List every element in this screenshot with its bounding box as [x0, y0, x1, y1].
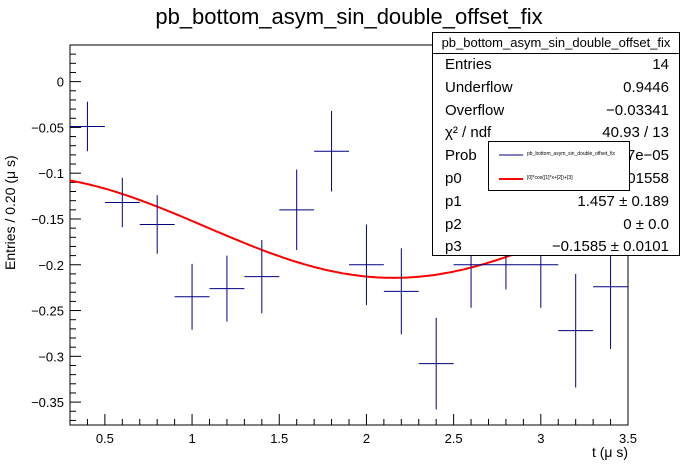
stats-box-title: pb_bottom_asym_sin_double_offset_fix [433, 33, 679, 54]
legend-label: [0]*cos([1]*x+[2])+[3] [527, 175, 573, 181]
legend-label: pb_bottom_asym_sin_double_offset_fix [527, 151, 616, 157]
data-point [209, 255, 245, 322]
data-point [279, 169, 315, 251]
stats-row-p3: p3 −0.1585 ± 0.0101 [433, 236, 679, 259]
y-tick-label: 0 [57, 75, 64, 90]
stats-key: Entries [445, 56, 492, 73]
legend: pb_bottom_asym_sin_double_offset_fix [0]… [488, 141, 630, 191]
x-tick-label: 2 [363, 431, 370, 446]
stats-key: Prob [445, 147, 477, 165]
stats-key: p2 [445, 215, 462, 233]
stats-row-p1: p1 1.457 ± 0.189 [433, 191, 679, 214]
data-point [349, 224, 384, 306]
legend-entry-fit: [0]*cos([1]*x+[2])+[3] [489, 166, 629, 190]
legend-swatch-fit [499, 178, 523, 180]
data-point [174, 263, 210, 330]
data-point [70, 101, 105, 152]
legend-swatch-data [499, 154, 523, 156]
stats-row-p0: p0 01558 [433, 168, 679, 191]
stats-key: Underflow [445, 78, 513, 96]
stats-value: 7e−05 [625, 147, 669, 165]
x-tick-label: 1.5 [270, 431, 288, 446]
x-tick-label: 0.5 [96, 431, 114, 446]
stats-row-prob: Prob 7e−05 [433, 145, 679, 168]
stats-row-underflow: Underflow 0.9446 [433, 77, 679, 100]
stats-value: 40.93 / 13 [602, 124, 669, 142]
stats-key: p3 [445, 238, 462, 256]
stats-value: −0.1585 ± 0.0101 [551, 238, 669, 256]
stats-box: pb_bottom_asym_sin_double_offset_fix Ent… [432, 32, 680, 256]
stats-value: 0 ± 0.0 [623, 215, 669, 233]
data-point [104, 177, 140, 228]
data-point [139, 195, 175, 254]
data-point [383, 248, 419, 335]
y-tick-label: −0.05 [31, 120, 64, 135]
x-tick-label: 2.5 [445, 431, 463, 446]
stats-value: 0.9446 [623, 78, 669, 96]
stats-value: 01558 [627, 169, 669, 187]
y-tick-label: −0.2 [38, 258, 64, 273]
x-tick-label: 3.5 [619, 431, 637, 446]
y-tick-label: −0.25 [31, 304, 64, 319]
stats-value: 1.457 ± 0.189 [577, 192, 669, 210]
stats-key: p0 [445, 169, 462, 187]
y-tick-label: −0.1 [38, 166, 64, 181]
stats-row-overflow: Overflow −0.03341 [433, 100, 679, 123]
stats-row-chi2: χ² / ndf 40.93 / 13 [433, 122, 679, 145]
y-tick-label: −0.15 [31, 212, 64, 227]
x-axis-label: t (μ s) [591, 444, 628, 460]
x-tick-label: 1 [188, 431, 195, 446]
data-point [418, 317, 454, 410]
data-point [558, 273, 594, 388]
stats-key: p1 [445, 192, 462, 210]
stats-value: 14 [652, 56, 669, 73]
stats-key: Overflow [445, 101, 505, 119]
data-point [314, 110, 349, 192]
y-axis-label: Entries / 0.20 (μ s) [2, 155, 18, 270]
y-tick-label: −0.3 [38, 349, 64, 364]
stats-row-entries: Entries 14 [433, 54, 679, 77]
stats-row-p2: p2 0 ± 0.0 [433, 214, 679, 237]
chart-title: pb_bottom_asym_sin_double_offset_fix [155, 4, 543, 29]
stats-key: χ² / ndf [445, 124, 492, 142]
stats-value: −0.03341 [606, 101, 669, 119]
data-point [244, 240, 280, 314]
legend-entry-data: pb_bottom_asym_sin_double_offset_fix [489, 142, 629, 166]
x-tick-label: 3 [537, 431, 544, 446]
y-tick-label: −0.35 [31, 395, 64, 410]
